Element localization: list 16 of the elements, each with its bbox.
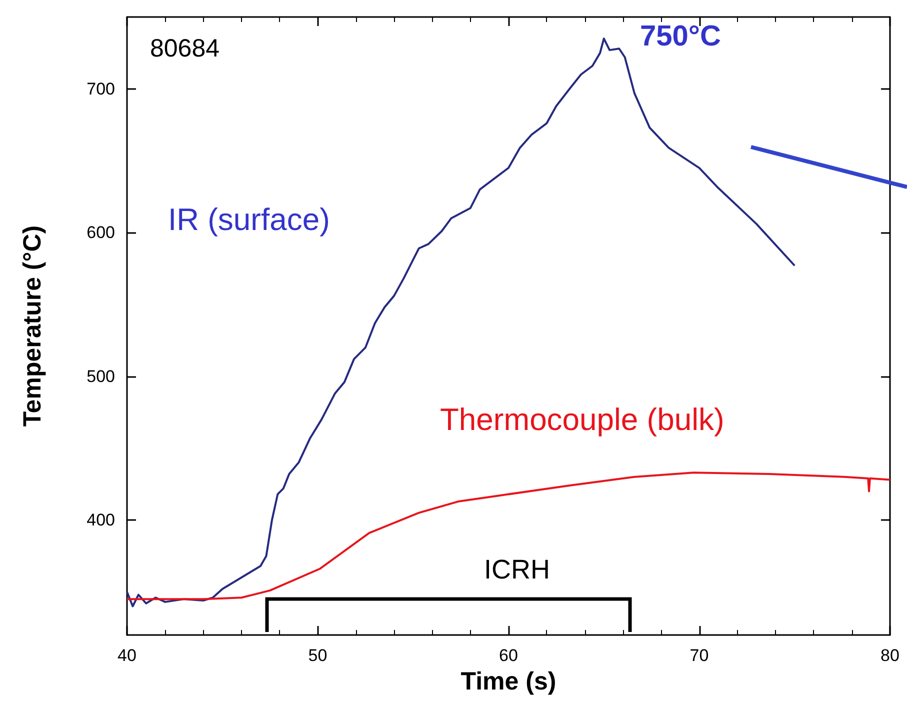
x-tick-label: 40 <box>118 646 136 665</box>
annotation: 80684 <box>150 34 220 62</box>
x-axis-title: Time (s) <box>460 668 556 696</box>
y-tick-label: 600 <box>86 223 115 242</box>
y-axis-title: Temperature (°C) <box>18 225 46 427</box>
text: IR (surface) <box>168 202 330 237</box>
series-label: Thermocouple (bulk) <box>440 402 724 437</box>
x-tick-label: 80 <box>880 646 900 665</box>
annotation: 750°C <box>640 20 721 52</box>
x-tick-label: 60 <box>499 646 518 665</box>
y-tick-label: 500 <box>86 366 115 386</box>
annotation: ICRH <box>484 554 550 584</box>
y-tick-label: 700 <box>86 79 115 98</box>
x-tick-label: 50 <box>308 646 328 665</box>
x-tick-label: 70 <box>690 646 709 665</box>
y-tick-label: 400 <box>86 510 115 530</box>
